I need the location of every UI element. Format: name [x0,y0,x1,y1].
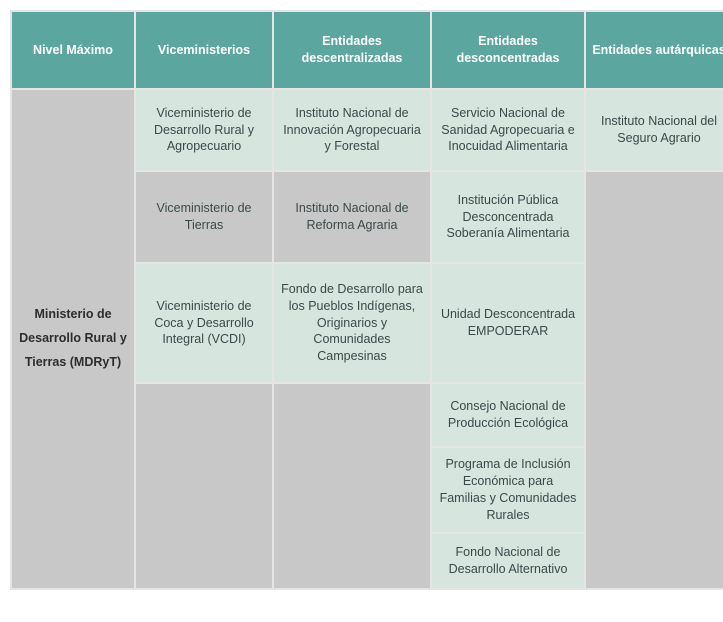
vice-row2: Viceministerio de Tierras [135,171,273,263]
autarq-row1: Instituto Nacional del Seguro Agrario [585,89,723,171]
header-entidades-descentralizadas: Entidades descentralizadas [273,11,431,89]
descentral-row2: Instituto Nacional de Reforma Agraria [273,171,431,263]
vice-row1: Viceministerio de Desarrollo Rural y Agr… [135,89,273,171]
descentral-row3: Fondo de Desarrollo para los Pueblos Ind… [273,263,431,383]
desconc-row1: Servicio Nacional de Sanidad Agropecuari… [431,89,585,171]
org-table: Nivel Máximo Viceministerios Entidades d… [10,10,723,590]
desconc-row2: Institución Pública Desconcentrada Sober… [431,171,585,263]
vice-row3: Viceministerio de Coca y Desarrollo Inte… [135,263,273,383]
header-viceministerios: Viceministerios [135,11,273,89]
descentral-empty [273,383,431,589]
descentral-row1: Instituto Nacional de Innovación Agropec… [273,89,431,171]
desconc-row3: Unidad Desconcentrada EMPODERAR [431,263,585,383]
ministry-label: Ministerio de Desarrollo Rural y Tierras… [11,89,135,589]
autarq-empty [585,171,723,589]
vice-empty [135,383,273,589]
desconc-row5: Programa de Inclusión Económica para Fam… [431,447,585,533]
desconc-row4: Consejo Nacional de Producción Ecológica [431,383,585,447]
header-nivel-maximo: Nivel Máximo [11,11,135,89]
header-entidades-desconcentradas: Entidades desconcentradas [431,11,585,89]
desconc-row6: Fondo Nacional de Desarrollo Alternativo [431,533,585,589]
header-entidades-autarquicas: Entidades autárquicas [585,11,723,89]
